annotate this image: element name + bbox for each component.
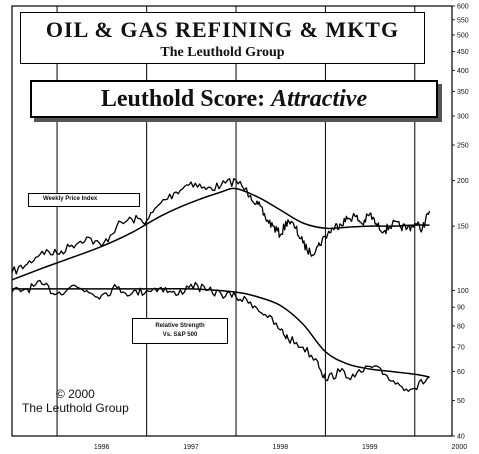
- y-tick-400: 400: [457, 68, 469, 75]
- copyright-note: © 2000 The Leuthold Group: [22, 387, 129, 415]
- chart-grid: [56, 6, 416, 436]
- score-box: Leuthold Score: Attractive: [30, 80, 438, 118]
- x-tick-1998: 1998: [273, 444, 289, 451]
- y-tick-200: 200: [457, 178, 469, 185]
- legend-rs-line2: Vs. S&P 500: [162, 332, 198, 338]
- y-tick-50: 50: [457, 398, 465, 405]
- y-tick-500: 500: [457, 32, 469, 39]
- series-price-ma: [11, 187, 430, 281]
- y-tick-250: 250: [457, 143, 469, 150]
- y-tick-600: 600: [457, 4, 469, 11]
- y-tick-80: 80: [457, 323, 465, 330]
- series-rs: [11, 279, 430, 392]
- y-tick-450: 450: [457, 49, 469, 56]
- chart-series: [11, 177, 431, 392]
- legend-price-index: Weekly Price Index: [28, 193, 140, 207]
- y-tick-40: 40: [457, 434, 465, 441]
- x-tick-2000: 2000: [452, 444, 468, 451]
- chart-title: OIL & GAS REFINING & MKTG: [45, 17, 400, 42]
- y-tick-100: 100: [457, 288, 469, 295]
- copyright-year: © 2000: [55, 387, 95, 401]
- series-price: [11, 177, 431, 275]
- title-box: OIL & GAS REFINING & MKTG The Leuthold G…: [20, 12, 425, 64]
- x-axis-ticks: 1996 1997 1998 1999 2000: [94, 444, 467, 451]
- y-tick-300: 300: [457, 114, 469, 121]
- y-axis-ticks: 600 550 500 450 400 350 300 250 200 150 100 90 80 70 6…: [452, 4, 469, 441]
- series-rs-ma: [11, 287, 430, 378]
- y-tick-90: 90: [457, 305, 465, 312]
- copyright-owner: The Leuthold Group: [22, 401, 129, 415]
- y-tick-150: 150: [457, 224, 469, 231]
- score-label: Leuthold Score:: [100, 86, 272, 112]
- plot-frame: [11, 5, 453, 437]
- chart-subtitle: The Leuthold Group: [160, 45, 285, 60]
- score-text: Leuthold Score: Attractive: [32, 86, 436, 113]
- x-tick-1996: 1996: [94, 444, 110, 451]
- x-tick-1999: 1999: [362, 444, 378, 451]
- legend-relative-strength: Relative Strength Vs. S&P 500: [132, 318, 228, 344]
- y-tick-550: 550: [457, 17, 469, 24]
- y-tick-60: 60: [457, 369, 465, 376]
- legend-rs-line1: Relative Strength: [155, 323, 205, 329]
- score-value: Attractive: [271, 86, 368, 112]
- plot-border: [11, 5, 453, 437]
- y-tick-70: 70: [457, 345, 465, 352]
- x-tick-1997: 1997: [183, 444, 199, 451]
- y-tick-350: 350: [457, 89, 469, 96]
